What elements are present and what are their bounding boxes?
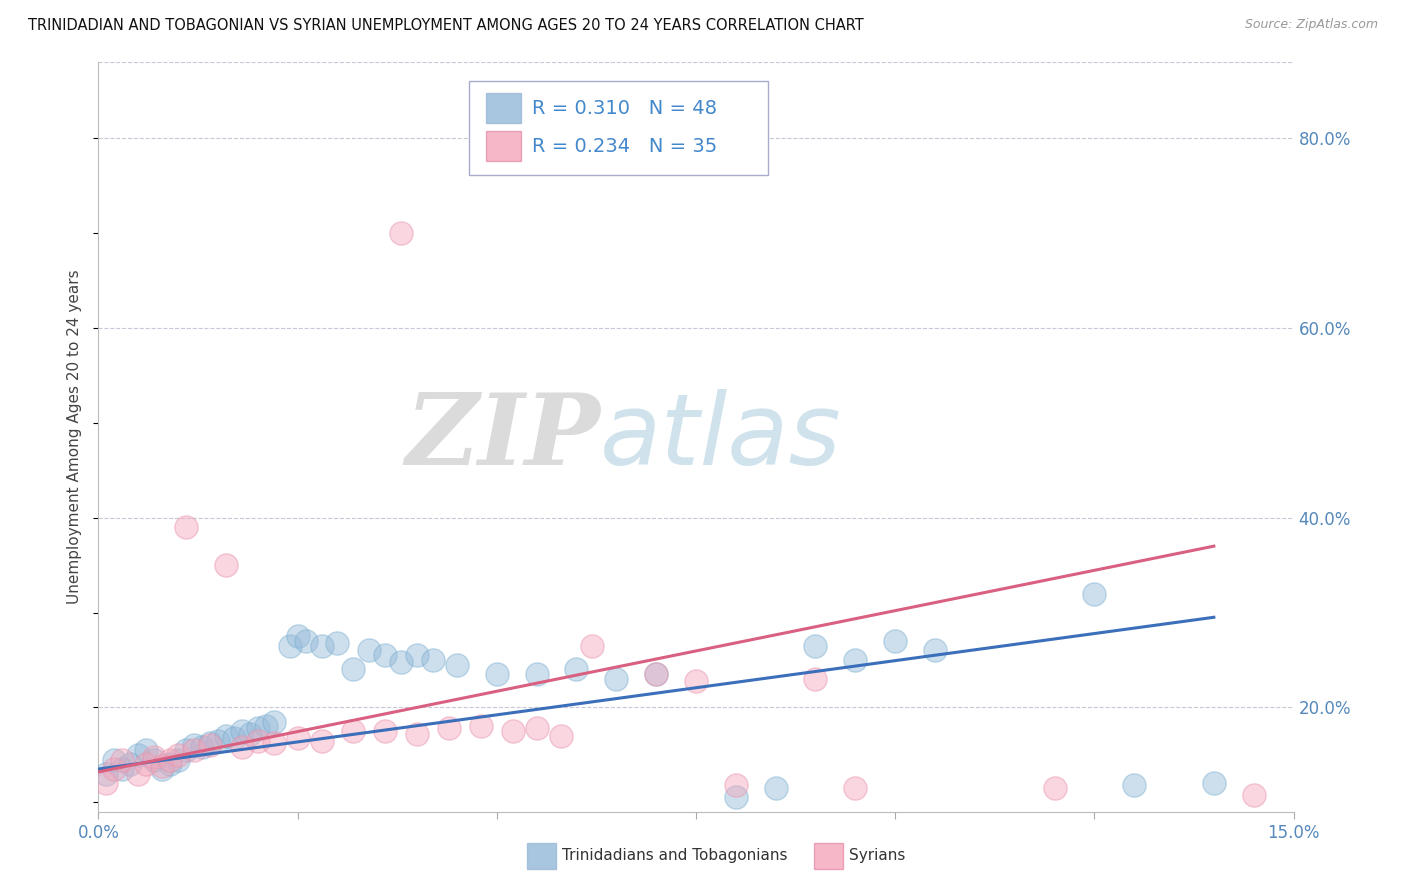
Point bbox=[215, 729, 238, 743]
Text: Source: ZipAtlas.com: Source: ZipAtlas.com bbox=[1244, 18, 1378, 31]
Point bbox=[278, 639, 301, 653]
Point bbox=[254, 719, 277, 733]
Point bbox=[239, 727, 262, 741]
Point bbox=[287, 731, 309, 745]
Point bbox=[127, 747, 149, 762]
Point bbox=[406, 648, 429, 663]
FancyBboxPatch shape bbox=[470, 81, 768, 175]
Point bbox=[1202, 776, 1225, 790]
Point bbox=[485, 667, 508, 681]
Point bbox=[263, 736, 285, 750]
FancyBboxPatch shape bbox=[527, 843, 557, 869]
Point bbox=[311, 639, 333, 653]
Point bbox=[103, 762, 125, 776]
Point bbox=[565, 663, 588, 677]
Point bbox=[143, 753, 166, 767]
Point bbox=[1083, 586, 1105, 600]
Point bbox=[198, 736, 221, 750]
Point bbox=[446, 657, 468, 672]
Point bbox=[374, 724, 396, 739]
Point bbox=[183, 743, 205, 757]
Point bbox=[645, 667, 668, 681]
Point bbox=[1243, 788, 1265, 802]
Y-axis label: Unemployment Among Ages 20 to 24 years: Unemployment Among Ages 20 to 24 years bbox=[67, 269, 83, 605]
Text: R = 0.234   N = 35: R = 0.234 N = 35 bbox=[533, 136, 717, 156]
Point bbox=[159, 757, 181, 772]
Point bbox=[844, 653, 866, 667]
Text: Trinidadians and Tobagonians: Trinidadians and Tobagonians bbox=[562, 848, 787, 863]
Point bbox=[526, 721, 548, 735]
FancyBboxPatch shape bbox=[814, 843, 844, 869]
Text: R = 0.310   N = 48: R = 0.310 N = 48 bbox=[533, 99, 717, 118]
Point bbox=[724, 778, 747, 792]
Point bbox=[724, 790, 747, 805]
Point bbox=[422, 653, 444, 667]
Point bbox=[222, 731, 245, 745]
Point bbox=[246, 721, 269, 735]
Point bbox=[167, 753, 190, 767]
Point bbox=[685, 673, 707, 688]
Point bbox=[150, 762, 173, 776]
Point bbox=[326, 636, 349, 650]
Point bbox=[311, 733, 333, 747]
Text: atlas: atlas bbox=[600, 389, 842, 485]
Point bbox=[120, 825, 142, 839]
Point bbox=[526, 667, 548, 681]
Point bbox=[844, 780, 866, 795]
Point bbox=[342, 663, 364, 677]
Point bbox=[127, 766, 149, 780]
Point bbox=[135, 743, 157, 757]
Point bbox=[765, 780, 787, 795]
FancyBboxPatch shape bbox=[485, 93, 522, 123]
Point bbox=[207, 733, 229, 747]
Point bbox=[342, 724, 364, 739]
Point bbox=[581, 639, 603, 653]
Point bbox=[804, 639, 827, 653]
Point bbox=[287, 629, 309, 643]
Point bbox=[96, 766, 118, 780]
Point bbox=[924, 643, 946, 657]
Point bbox=[645, 667, 668, 681]
Point bbox=[804, 672, 827, 686]
Point bbox=[502, 724, 524, 739]
Point bbox=[159, 753, 181, 767]
Point bbox=[1123, 778, 1146, 792]
Point bbox=[1043, 780, 1066, 795]
Point bbox=[111, 753, 134, 767]
Point bbox=[884, 634, 907, 648]
Point bbox=[174, 743, 197, 757]
Point bbox=[174, 520, 197, 534]
Point bbox=[135, 757, 157, 772]
Text: Syrians: Syrians bbox=[849, 848, 905, 863]
Point bbox=[605, 672, 627, 686]
Text: TRINIDADIAN AND TOBAGONIAN VS SYRIAN UNEMPLOYMENT AMONG AGES 20 TO 24 YEARS CORR: TRINIDADIAN AND TOBAGONIAN VS SYRIAN UNE… bbox=[28, 18, 863, 33]
Point bbox=[120, 757, 142, 772]
Point bbox=[103, 753, 125, 767]
Point bbox=[550, 729, 572, 743]
Point bbox=[359, 643, 381, 657]
Point bbox=[294, 634, 316, 648]
Text: ZIP: ZIP bbox=[405, 389, 600, 485]
Point bbox=[167, 747, 190, 762]
Point bbox=[231, 740, 253, 755]
Point bbox=[198, 739, 221, 753]
Point bbox=[150, 759, 173, 773]
FancyBboxPatch shape bbox=[485, 130, 522, 161]
Point bbox=[437, 721, 460, 735]
Point bbox=[191, 740, 214, 755]
Point bbox=[263, 714, 285, 729]
Point bbox=[143, 749, 166, 764]
Point bbox=[183, 739, 205, 753]
Point bbox=[389, 655, 412, 669]
Point bbox=[215, 558, 238, 573]
Point bbox=[96, 776, 118, 790]
Point bbox=[374, 648, 396, 663]
Point bbox=[231, 724, 253, 739]
Point bbox=[389, 226, 412, 240]
Point bbox=[246, 733, 269, 747]
Point bbox=[470, 719, 492, 733]
Point bbox=[406, 727, 429, 741]
Point bbox=[111, 762, 134, 776]
